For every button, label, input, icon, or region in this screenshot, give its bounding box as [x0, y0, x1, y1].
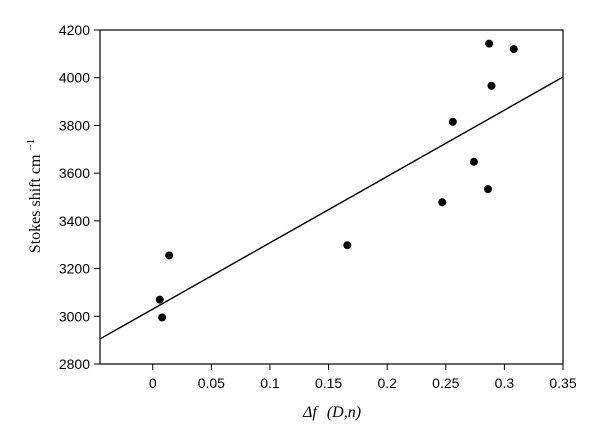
data-point [448, 117, 457, 126]
y-tick-label: 4000 [59, 70, 90, 86]
x-tick-label: 0.05 [198, 375, 225, 391]
data-point [485, 39, 494, 48]
y-tick-label: 3600 [59, 165, 90, 181]
y-axis-title: Stokes shift cm −1 [25, 139, 44, 253]
y-tick-label: 2800 [59, 356, 90, 372]
data-point [165, 251, 174, 260]
x-axis-ticks: 0 0.05 0.1 0.15 0.2 0.25 0.3 0.35 [149, 364, 577, 391]
data-point [438, 198, 447, 207]
x-tick-label: 0.25 [432, 375, 459, 391]
x-axis-title-args: (D,n) [327, 404, 361, 421]
y-axis-title-superscript: −1 [25, 139, 37, 151]
x-tick-label: 0.1 [260, 375, 280, 391]
data-point [487, 81, 496, 90]
plot-frame [99, 29, 564, 365]
y-tick-label: 3000 [59, 308, 90, 324]
y-axis-ticks: 2800 3000 3200 3400 3600 3800 4000 4200 [59, 22, 100, 372]
x-tick-label: 0.2 [377, 375, 397, 391]
y-tick-label: 3200 [59, 261, 90, 277]
y-tick-label: 4200 [59, 22, 90, 38]
data-point [155, 295, 164, 304]
data-point [343, 241, 352, 250]
regression-line [99, 76, 564, 340]
data-point [509, 45, 518, 54]
data-points [155, 39, 518, 322]
y-tick-label: 3800 [59, 117, 90, 133]
data-point [158, 313, 167, 322]
data-point [483, 185, 492, 194]
data-point [469, 157, 478, 166]
x-axis-title: Δf (D,n) [302, 404, 361, 421]
x-tick-label: 0.15 [315, 375, 342, 391]
x-axis-title-symbol: Δf [302, 404, 319, 421]
x-tick-label: 0.3 [495, 375, 515, 391]
y-axis-title-main: Stokes shift cm [27, 154, 44, 253]
x-tick-label: 0 [149, 375, 157, 391]
x-tick-label: 0.35 [549, 375, 576, 391]
y-tick-label: 3400 [59, 213, 90, 229]
regression-line-group [99, 76, 564, 340]
